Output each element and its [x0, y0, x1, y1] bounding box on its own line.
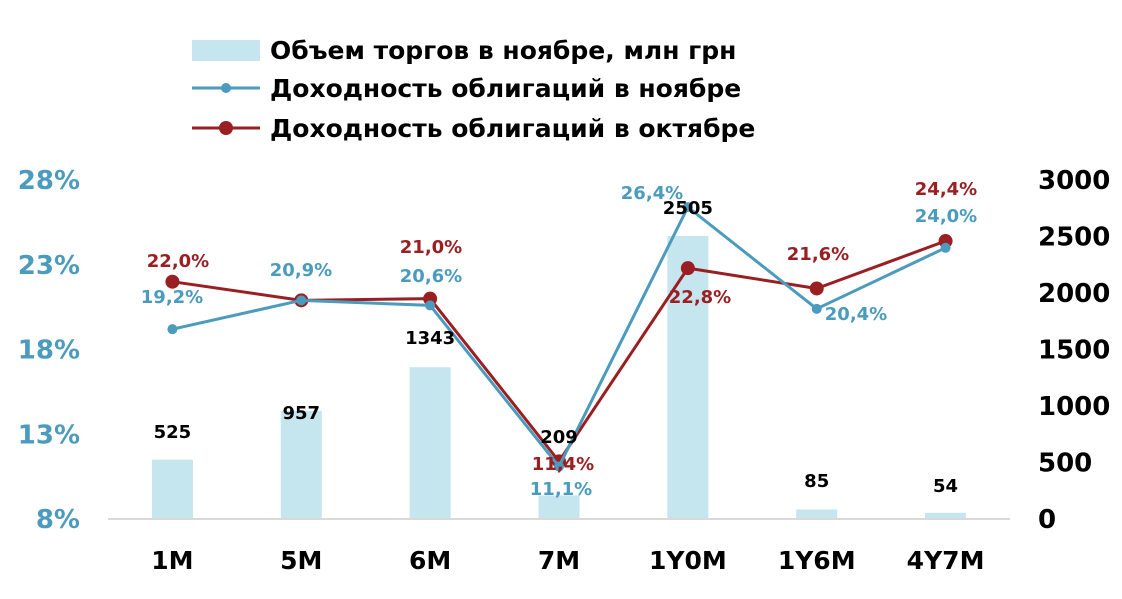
oct-value-label: 21,0% — [400, 237, 462, 258]
bar — [280, 410, 322, 519]
oct-value-label: 11,4% — [532, 454, 594, 475]
oct-point — [165, 274, 180, 289]
nov-point — [940, 242, 951, 253]
y-right-tick-label: 500 — [1038, 449, 1092, 479]
legend-swatch-oct-marker — [219, 121, 233, 135]
y-right-tick-label: 1000 — [1038, 392, 1110, 422]
y-left-tick-label: 13% — [18, 420, 80, 450]
nov-point — [296, 295, 307, 306]
nov-value-label: 20,6% — [400, 266, 462, 287]
y-left-tick-label: 8% — [36, 505, 80, 535]
nov-point — [425, 300, 436, 311]
x-tick-label: 1Y6M — [778, 546, 856, 575]
series-nov — [167, 202, 951, 472]
y-right-tick-label: 1500 — [1038, 336, 1110, 366]
bars — [151, 235, 967, 519]
oct-point — [809, 281, 824, 296]
nov-value-label: 20,9% — [270, 260, 332, 281]
nov-point — [554, 461, 564, 472]
bar — [667, 235, 709, 519]
bar — [151, 459, 193, 519]
oct-value-label: 24,4% — [915, 179, 977, 200]
bar — [925, 512, 967, 519]
y-left-tick-label: 28% — [18, 166, 80, 196]
nov-value-label: 24,0% — [915, 206, 977, 227]
bar — [796, 509, 838, 519]
oct-point — [680, 261, 695, 276]
x-tick-label: 1Y0M — [649, 546, 727, 575]
x-axis-ticks: 1M 5M 6M 7M 1Y0M 1Y6M 4Y7M — [151, 546, 984, 575]
y-right-tick-label: 0 — [1038, 505, 1056, 535]
legend-swatch-nov-marker — [221, 83, 231, 93]
bar — [538, 495, 580, 519]
bar-value-label: 1343 — [405, 328, 455, 349]
data-labels: 525 957 1343 209 2505 85 54 19,2% 20,9% 20,6% 11,1… — [141, 179, 977, 500]
legend-label-oct: Доходность облигаций в октябре — [270, 114, 755, 143]
bar-value-label: 2505 — [663, 198, 713, 219]
bar-value-label: 54 — [933, 476, 958, 497]
bar-value-label: 957 — [282, 403, 320, 424]
x-tick-label: 5M — [280, 546, 322, 575]
nov-point — [682, 202, 693, 213]
oct-value-label: 22,0% — [147, 251, 209, 272]
oct-value-label: 21,6% — [787, 244, 849, 265]
y-left-tick-label: 18% — [18, 336, 80, 366]
x-tick-label: 1M — [151, 546, 193, 575]
x-tick-label: 6M — [409, 546, 451, 575]
nov-point — [167, 324, 178, 335]
legend-label-nov: Доходность облигаций в ноябре — [270, 74, 741, 103]
legend-label-volume: Объем торгов в ноябре, млн грн — [270, 36, 736, 65]
bar — [409, 367, 451, 519]
nov-value-label: 26,4% — [621, 183, 683, 204]
legend: Объем торгов в ноябре, млн грн Доходност… — [192, 36, 755, 143]
bar-value-label: 525 — [154, 422, 192, 443]
nov-value-label: 11,1% — [530, 479, 592, 500]
y-axis-right: 0 500 1000 1500 2000 2500 3000 — [1038, 166, 1110, 535]
oct-value-label: 22,8% — [669, 287, 731, 308]
y-right-tick-label: 2000 — [1038, 279, 1110, 309]
y-axis-left: 8% 13% 18% 23% 28% — [18, 166, 80, 535]
legend-swatch-volume — [192, 40, 260, 61]
y-right-tick-label: 3000 — [1038, 166, 1110, 196]
bar-value-label: 209 — [540, 427, 578, 448]
x-tick-label: 4Y7M — [907, 546, 985, 575]
nov-value-label: 20,4% — [825, 304, 887, 325]
y-left-tick-label: 23% — [18, 251, 80, 281]
nov-value-label: 19,2% — [141, 287, 203, 308]
nov-point — [811, 303, 822, 314]
bar-value-label: 85 — [804, 471, 829, 492]
y-right-tick-label: 2500 — [1038, 223, 1110, 253]
x-tick-label: 7M — [538, 546, 580, 575]
